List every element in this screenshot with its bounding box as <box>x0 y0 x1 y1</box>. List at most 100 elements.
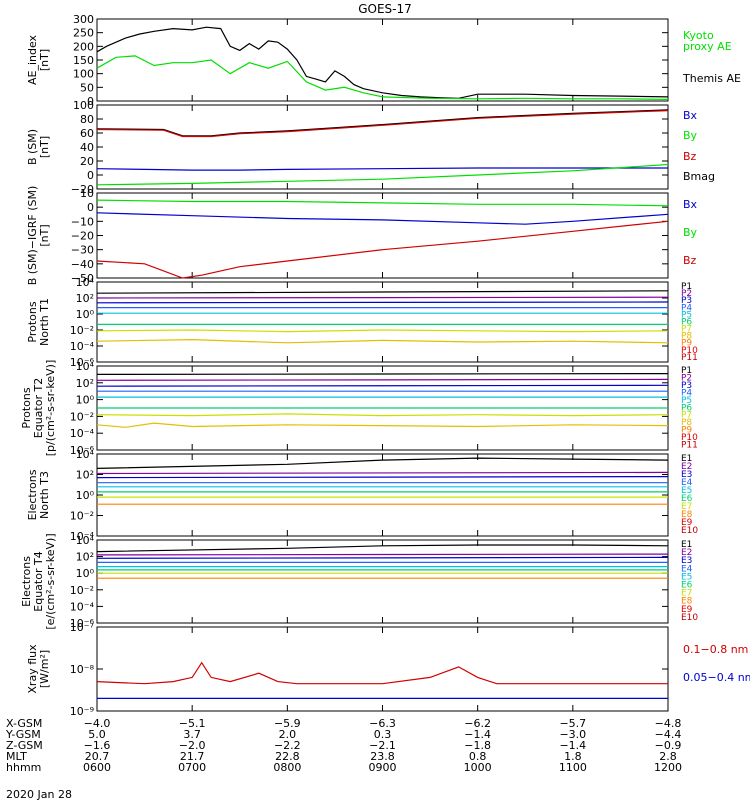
legend-item: P1 <box>681 282 692 292</box>
x-axis-row-label: Z-GSM <box>6 739 43 752</box>
legend-item: proxy AE <box>683 40 732 53</box>
legend-item: P6 <box>681 403 692 413</box>
series-e1 <box>96 544 669 553</box>
legend-item: P11 <box>681 353 698 363</box>
legend-item: Kyoto <box>683 29 714 42</box>
y-axis-label-line: Electrons <box>26 469 39 520</box>
y-tick-label: 10⁻⁶ <box>70 617 95 630</box>
y-tick-label: 10 <box>80 187 94 200</box>
x-axis-value: −5.9 <box>274 717 301 730</box>
x-axis-value: −1.8 <box>464 739 491 752</box>
legend-item: P8 <box>681 418 692 428</box>
x-axis-value: −4.0 <box>84 717 111 730</box>
y-axis-label: B (SM)[nT] <box>26 129 51 165</box>
y-tick-label: −30 <box>71 244 94 257</box>
series-p2 <box>96 296 669 299</box>
x-axis-value: 3.7 <box>183 728 201 741</box>
y-tick-label: −10 <box>71 215 94 228</box>
y-axis-label-line: [p/(cm²-s-sr-keV)] <box>44 360 57 457</box>
panels: 050100150200250300AE_index[nT]Kyotoproxy… <box>20 13 750 718</box>
legend-item: E6 <box>681 581 693 591</box>
series-e2 <box>96 553 669 556</box>
series-by <box>96 199 669 207</box>
y-tick-label: −20 <box>71 183 94 196</box>
x-axis-value: 1000 <box>464 761 492 774</box>
legend-item: E3 <box>681 470 692 480</box>
x-axis-value: −2.1 <box>369 739 396 752</box>
series-kyoto-proxy-ae <box>96 55 669 100</box>
y-axis-label-line: [nT] <box>38 224 51 246</box>
x-axis-value: −1.4 <box>464 728 491 741</box>
legend-item: Bz <box>683 150 697 163</box>
y-axis-label-line: Electrons <box>20 556 33 607</box>
series-by <box>96 163 669 186</box>
panel-frame <box>96 192 669 279</box>
panel-frame <box>96 18 669 102</box>
y-tick-label: 10⁻² <box>70 324 94 337</box>
x-axis-table: X-GSM −4.0 −5.1 −5.9 −6.3 −6.2 −5.7 −4.8 Y-GSM 5.… <box>5 717 682 774</box>
x-axis-value: −6.3 <box>369 717 396 730</box>
x-axis-value: 1200 <box>654 761 682 774</box>
y-axis-label-line: B (SM)−IGRF (SM) <box>26 186 39 286</box>
series-e2 <box>96 471 669 475</box>
legend-item: P5 <box>681 396 692 406</box>
x-axis-value: −2.2 <box>274 739 301 752</box>
y-axis-label: Xray flux[W/m²] <box>26 644 51 694</box>
legend-item: P2 <box>681 373 692 383</box>
y-tick-label: 200 <box>73 40 94 53</box>
legend-item: P10 <box>681 433 698 443</box>
y-tick-label: 0 <box>87 201 94 214</box>
legend-item: E10 <box>681 526 698 536</box>
x-axis-value: 0.8 <box>469 750 487 763</box>
y-tick-label: 40 <box>80 141 94 154</box>
legend-item: P9 <box>681 426 692 436</box>
x-axis-value: −5.7 <box>559 717 586 730</box>
y-tick-label: 50 <box>80 81 94 94</box>
legend-item: P7 <box>681 325 692 335</box>
x-axis-value: 1100 <box>559 761 587 774</box>
series-p8 <box>96 422 669 428</box>
legend-item: Themis AE <box>682 72 741 85</box>
series-bx <box>96 167 668 171</box>
y-tick-label: 10⁰ <box>76 567 95 580</box>
y-tick-label: −50 <box>71 272 94 285</box>
y-axis-label-line: [e/(cm²-s-sr-keV)] <box>44 533 57 629</box>
y-tick-label: 150 <box>73 54 94 67</box>
panel-7: 10⁻⁶ 10⁻⁴ 10⁻² 10⁰ 10² 10⁴ ElectronsEquator T4… <box>20 533 698 630</box>
legend-item: P7 <box>681 411 692 421</box>
legend-item: Bx <box>683 109 698 122</box>
series-0-1-0-8-nm <box>96 661 668 685</box>
y-axis-label: ElectronsEquator T4[e/(cm²-s-sr-keV)] <box>20 533 57 629</box>
y-axis-label-line: Protons <box>26 301 39 342</box>
series-bmag <box>96 109 669 137</box>
x-axis-value: 2.0 <box>279 728 297 741</box>
x-axis-value: 2.8 <box>659 750 677 763</box>
y-tick-label: 10⁻⁶ <box>70 356 95 369</box>
y-axis-label: ProtonsNorth T1 <box>26 298 51 346</box>
series-p3 <box>96 301 669 304</box>
y-tick-label: 100 <box>73 99 94 112</box>
x-axis-value: 20.7 <box>85 750 110 763</box>
legend-item: E3 <box>681 556 692 566</box>
y-axis-label: ElectronsNorth T3 <box>26 469 51 520</box>
x-axis-value: −1.4 <box>559 739 586 752</box>
series-e1 <box>96 457 669 469</box>
y-tick-label: 10⁻² <box>70 510 94 523</box>
y-tick-label: 10⁴ <box>76 534 95 547</box>
y-tick-label: 10² <box>76 377 94 390</box>
legend-item: E9 <box>681 518 693 528</box>
y-tick-label: −20 <box>71 230 94 243</box>
legend-item: P9 <box>681 339 692 349</box>
panel-frame <box>96 539 669 624</box>
y-tick-label: 10⁰ <box>76 308 95 321</box>
y-axis-label-line: North T1 <box>38 298 51 346</box>
legend-item: 0.1−0.8 nm <box>683 643 748 656</box>
y-tick-label: 10⁻⁷ <box>70 621 94 634</box>
legend-item: E4 <box>681 564 693 574</box>
legend-item: 0.05−0.4 nm <box>683 671 750 684</box>
y-axis-label-line: Xray flux <box>26 644 39 694</box>
panel-8: 10⁻⁹ 10⁻⁸ 10⁻⁷ Xray flux[W/m²] 0.1−0.8 nm 0.0… <box>26 621 750 718</box>
y-tick-label: 10⁻⁴ <box>70 600 95 613</box>
